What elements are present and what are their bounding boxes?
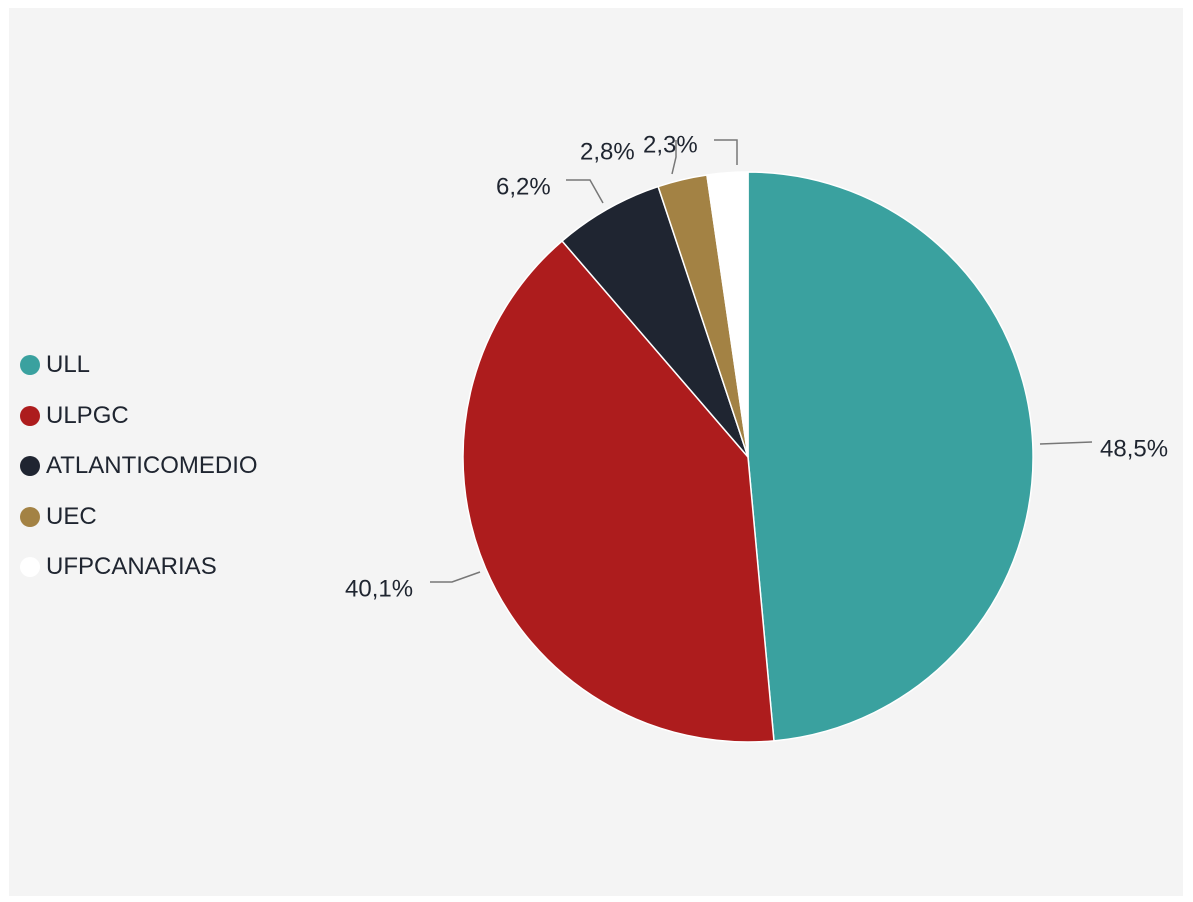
pie-slice-ufpcanarias[interactable] bbox=[706, 171, 749, 458]
leader-line-ufpcanarias bbox=[714, 139, 738, 165]
leader-line-ulpgc bbox=[430, 571, 481, 583]
legend-label: ATLANTICOMEDIO bbox=[46, 452, 258, 480]
leader-line-atlanticomedio bbox=[566, 179, 604, 204]
legend-label: UEC bbox=[46, 502, 97, 530]
legend-marker bbox=[20, 355, 40, 376]
legend-label: UFPCANARIAS bbox=[46, 553, 217, 581]
data-label-ull: 48,5% bbox=[1100, 435, 1168, 462]
pie-slice-ulpgc[interactable] bbox=[462, 239, 775, 743]
leader-line-ull bbox=[1039, 441, 1093, 445]
pie-slice-ull[interactable] bbox=[747, 171, 1034, 742]
data-label-atlanticomedio: 6,2% bbox=[496, 173, 551, 200]
legend-item-ulpgc[interactable]: ULPGC bbox=[20, 391, 340, 442]
legend: ULL ULPGC ATLANTICOMEDIO UEC UFPCANARIAS bbox=[20, 340, 340, 593]
legend-label: ULL bbox=[46, 351, 91, 379]
data-label-uec: 2,8% bbox=[580, 138, 635, 165]
legend-marker bbox=[20, 405, 40, 426]
legend-label: ULPGC bbox=[46, 401, 129, 429]
legend-marker bbox=[20, 557, 40, 578]
legend-item-ull[interactable]: ULL bbox=[20, 340, 340, 391]
data-label-ulpgc: 40,1% bbox=[345, 575, 413, 602]
data-label-ufpcanarias: 2,3% bbox=[643, 131, 698, 158]
legend-item-atlanticomedio[interactable]: ATLANTICOMEDIO bbox=[20, 441, 340, 492]
legend-marker bbox=[20, 506, 40, 527]
legend-marker bbox=[20, 456, 40, 477]
legend-item-ufpcanarias[interactable]: UFPCANARIAS bbox=[20, 542, 340, 593]
leader-line-uec bbox=[671, 140, 677, 175]
legend-item-uec[interactable]: UEC bbox=[20, 492, 340, 543]
